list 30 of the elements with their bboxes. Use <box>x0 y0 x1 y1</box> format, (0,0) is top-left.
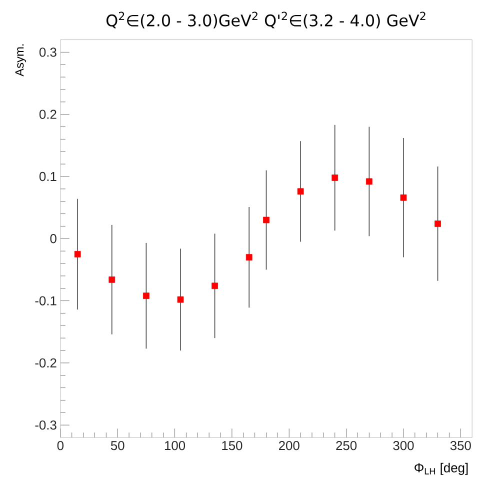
point <box>366 178 372 185</box>
x-tick-label: 250 <box>336 440 357 450</box>
y-tick-label: -0.2 <box>35 358 56 368</box>
y-tick-label: 0.3 <box>39 48 56 57</box>
y-tick-label: 0.1 <box>39 172 56 181</box>
point <box>400 194 407 201</box>
x-tick-label: 0 <box>57 440 64 450</box>
x-tick-label: 50 <box>110 440 124 450</box>
point <box>177 296 184 303</box>
point <box>74 250 81 258</box>
y-axis-title: Asym. <box>15 44 26 76</box>
x-tick-label: 200 <box>278 440 300 450</box>
x-tick-label: 150 <box>222 440 242 450</box>
point <box>332 174 338 181</box>
point <box>246 254 252 260</box>
x-tick-label: 100 <box>164 440 186 450</box>
y-tick-label: 0.2 <box>39 110 56 119</box>
point <box>143 292 150 299</box>
point <box>108 276 116 283</box>
x-axis-title: Φ$_{LH}$ [deg] <box>414 462 468 475</box>
y-tick-label: -0.3 <box>35 420 56 430</box>
x-tick-label: 300 <box>393 440 414 450</box>
x-tick-label: 350 <box>450 440 471 450</box>
point <box>434 220 441 227</box>
point <box>263 216 270 224</box>
point <box>297 188 304 194</box>
point <box>212 282 218 289</box>
y-tick-label: 0 <box>50 234 56 244</box>
chart-title: Q$^{2}$∈(2.0 - 3.0)GeV$^{2}$ Q'$^{2}$∈(3.2 - 4.0) GeV$^{2}$ <box>106 12 426 28</box>
y-tick-label: -0.1 <box>35 296 56 306</box>
